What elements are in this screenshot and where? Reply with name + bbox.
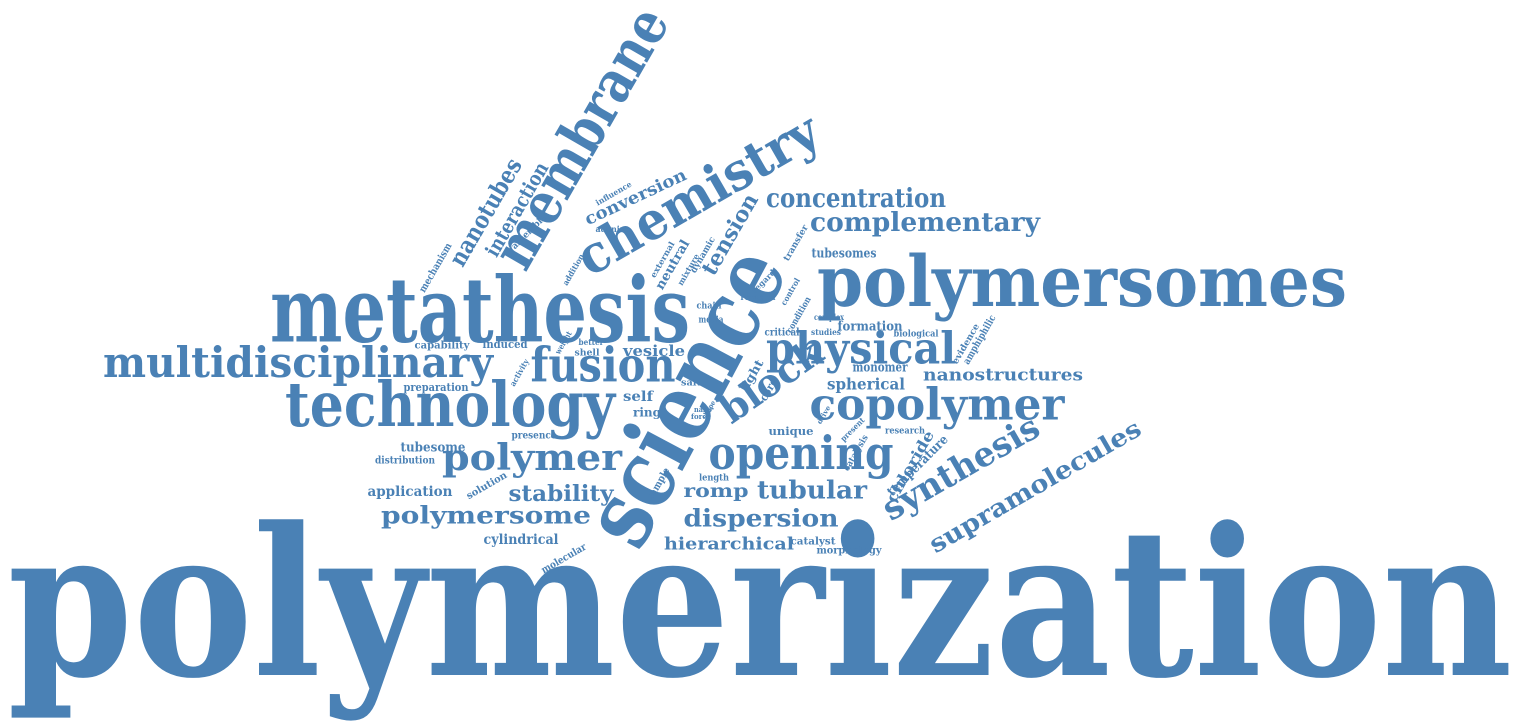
cloud-word-studies: studies	[811, 327, 841, 337]
cloud-word-dispersion: dispersion	[684, 504, 839, 533]
cloud-word-complementary: complementary	[810, 208, 1041, 238]
cloud-word-shell: shell	[575, 349, 601, 359]
cloud-word-catalyst: catalyst	[791, 537, 836, 548]
cloud-word-cylindrical: cylindrical	[484, 532, 559, 548]
cloud-word-technology: technology	[285, 368, 617, 441]
cloud-word-nano: nano	[694, 405, 712, 414]
cloud-word-distribution: distribution	[375, 456, 436, 467]
cloud-word-hierarchical: hierarchical	[664, 535, 795, 555]
cloud-word-spherical: spherical	[827, 375, 905, 394]
cloud-word-self: self	[623, 389, 654, 405]
cloud-word-polymersome: polymersome	[381, 501, 591, 530]
cloud-word-adenine: adenine	[596, 224, 631, 234]
cloud-word-tubular: tubular	[757, 476, 868, 505]
cloud-word-fusion: fusion	[531, 338, 676, 394]
cloud-word-polymer: polymer	[442, 437, 623, 479]
cloud-word-salt: salt	[681, 379, 702, 389]
cloud-word-monomer: monomer	[853, 361, 908, 376]
cloud-word-media: media	[699, 316, 724, 326]
cloud-word-unique: unique	[769, 425, 814, 438]
cloud-word-tubesome: tubesome	[401, 441, 466, 456]
cloud-word-morphology: morphology	[817, 546, 883, 557]
cloud-word-stability: stability	[509, 481, 615, 507]
cloud-word-vesicle: vesicle	[622, 342, 685, 360]
cloud-word-polymerization: polymerization	[8, 484, 1513, 722]
cloud-word-metathesis: metathesis	[270, 258, 690, 364]
cloud-word-transfer: transfer	[782, 223, 811, 263]
cloud-word-physical: physical	[766, 324, 956, 375]
cloud-word-biological: biological	[894, 330, 940, 340]
cloud-word-romp: romp	[684, 480, 749, 502]
cloud-word-force: force	[691, 412, 712, 421]
cloud-word-presence: presence	[512, 431, 557, 442]
cloud-word-ring: ring	[633, 406, 662, 420]
cloud-word-concentration: concentration	[766, 184, 946, 214]
cloud-word-research: research	[885, 427, 925, 437]
cloud-word-length: length	[699, 474, 729, 484]
cloud-word-opening: opening	[709, 426, 894, 480]
cloud-word-better: better	[579, 337, 605, 347]
cloud-word-rompisa: rompisa	[741, 292, 776, 302]
cloud-word-multidisciplinary: multidisciplinary	[103, 338, 495, 387]
cloud-word-application: application	[368, 484, 453, 500]
cloud-word-induced: induced	[483, 338, 528, 351]
cloud-word-preparation: preparation	[404, 381, 469, 394]
cloud-word-formation: formation	[838, 320, 903, 335]
cloud-word-nanostructures: nanostructures	[923, 366, 1083, 386]
cloud-word-capability: capability	[415, 341, 471, 352]
cloud-word-critical: critical	[765, 328, 800, 339]
cloud-word-tubesomes: tubesomes	[812, 247, 877, 262]
cloud-word-polymersomes: polymersomes	[817, 240, 1347, 323]
cloud-word-chain: chain	[697, 302, 722, 312]
cloud-word-copolymer: copolymer	[810, 380, 1066, 431]
cloud-word-complex: complex	[814, 312, 844, 322]
